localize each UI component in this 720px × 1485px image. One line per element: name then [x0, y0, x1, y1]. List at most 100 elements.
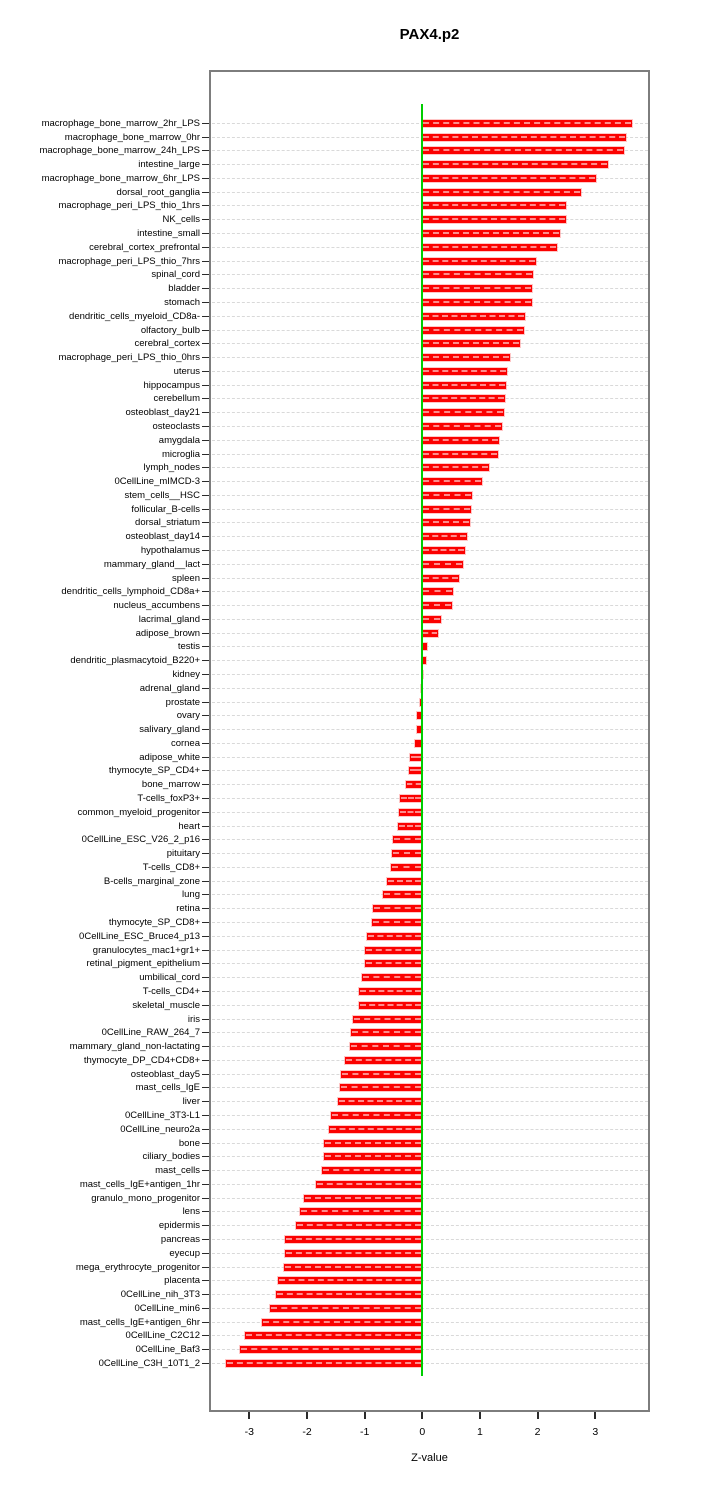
- gridline: [212, 977, 648, 979]
- gridline: [212, 1114, 648, 1116]
- gridline: [212, 1225, 648, 1227]
- y-axis-tick: [202, 481, 209, 483]
- category-label: nucleus_accumbens: [113, 600, 200, 612]
- category-label: adipose_white: [139, 751, 200, 763]
- bar-dash-pattern: [399, 824, 422, 827]
- bar: [387, 877, 423, 885]
- bar-dash-pattern: [423, 176, 596, 179]
- category-label: cerebral_cortex: [134, 338, 200, 350]
- bar-dash-pattern: [353, 1017, 422, 1020]
- x-axis-tick: [363, 1412, 366, 1419]
- y-axis-tick: [202, 798, 209, 800]
- y-axis-tick: [202, 715, 209, 717]
- category-label: stem_cells__HSC: [124, 489, 201, 501]
- bar: [422, 464, 490, 472]
- gridline: [212, 770, 648, 772]
- gridline: [212, 729, 648, 731]
- bar: [345, 1056, 423, 1064]
- gridline: [212, 1183, 648, 1185]
- category-label: dendritic_cells_myeloid_CD8a-: [69, 310, 200, 322]
- bar-dash-pattern: [423, 245, 557, 248]
- y-axis-tick: [202, 935, 209, 937]
- category-label: hypothalamus: [140, 544, 200, 556]
- plot-area-border: [209, 70, 650, 1412]
- category-label: mega_erythrocyte_progenitor: [75, 1261, 200, 1273]
- bar-dash-pattern: [360, 989, 422, 992]
- x-axis-tick: [478, 1412, 481, 1419]
- bar: [422, 216, 566, 224]
- category-label: osteoblast_day14: [125, 531, 200, 543]
- bar: [422, 285, 533, 293]
- category-label: NK_cells: [162, 214, 201, 226]
- bar: [391, 850, 423, 858]
- y-axis-tick: [202, 646, 209, 648]
- bar: [383, 891, 423, 899]
- bar-dash-pattern: [304, 1196, 422, 1199]
- bar-dash-pattern: [359, 1003, 422, 1006]
- y-axis-tick: [202, 1307, 209, 1309]
- category-label: testis: [177, 641, 200, 653]
- category-label: olfactory_bulb: [140, 324, 200, 336]
- bar: [422, 257, 536, 265]
- bar: [422, 436, 499, 444]
- bar: [406, 781, 423, 789]
- bar: [358, 1001, 423, 1009]
- bar-dash-pattern: [338, 1100, 422, 1103]
- y-axis-tick: [202, 784, 209, 786]
- bar: [350, 1029, 423, 1037]
- y-axis-tick: [202, 136, 209, 138]
- category-label: mast_cells_IgE: [135, 1082, 200, 1094]
- bar: [422, 409, 504, 417]
- y-axis-tick: [202, 1349, 209, 1351]
- bar: [422, 450, 499, 458]
- bar: [315, 1180, 423, 1188]
- x-axis-tick-label: 0: [419, 1426, 426, 1438]
- bar: [422, 243, 558, 251]
- gridline: [212, 1266, 648, 1268]
- gridline: [212, 880, 648, 882]
- bar: [330, 1111, 423, 1119]
- y-axis-tick: [202, 660, 209, 662]
- y-axis-tick: [202, 811, 209, 813]
- bar-dash-pattern: [286, 1237, 422, 1240]
- bar: [422, 271, 533, 279]
- gridline: [212, 1073, 648, 1075]
- gridline: [212, 674, 648, 675]
- category-label: placenta: [164, 1275, 200, 1287]
- x-axis-tick-label: -2: [302, 1426, 312, 1438]
- bar-dash-pattern: [240, 1348, 422, 1351]
- bar: [422, 298, 532, 306]
- gridline: [212, 1004, 648, 1006]
- gridline: [212, 1252, 648, 1254]
- y-axis-tick: [202, 1294, 209, 1296]
- bar-dash-pattern: [423, 259, 535, 262]
- y-axis-tick: [202, 839, 209, 841]
- bar-dash-pattern: [423, 397, 505, 400]
- y-axis-tick: [202, 632, 209, 634]
- bar: [417, 712, 423, 720]
- y-axis-tick: [202, 219, 209, 221]
- y-axis-tick: [202, 467, 209, 469]
- y-axis-tick: [202, 522, 209, 524]
- category-label: 0CellLine_ESC_V26_2_p16: [81, 834, 200, 846]
- bar-dash-pattern: [351, 1031, 422, 1034]
- y-axis-tick: [202, 1266, 209, 1268]
- y-axis-tick: [202, 1211, 209, 1213]
- category-label: 0CellLine_C3H_10T1_2: [98, 1358, 200, 1369]
- bar-dash-pattern: [367, 934, 422, 937]
- gridline: [212, 935, 648, 937]
- y-axis-tick: [202, 1225, 209, 1227]
- category-label: osteoblast_day21: [125, 407, 200, 419]
- category-label: mast_cells: [155, 1165, 200, 1177]
- bar: [239, 1346, 423, 1354]
- bar: [352, 1015, 423, 1023]
- bar-dash-pattern: [394, 838, 422, 841]
- category-label: T-cells_CD8+: [142, 861, 200, 873]
- category-label: cerebellum: [153, 393, 200, 405]
- bar: [422, 395, 506, 403]
- bar-dash-pattern: [423, 562, 462, 565]
- bar: [422, 188, 581, 196]
- category-label: dendritic_plasmacytoid_B220+: [70, 655, 200, 667]
- bar: [422, 615, 442, 623]
- bar: [422, 381, 507, 389]
